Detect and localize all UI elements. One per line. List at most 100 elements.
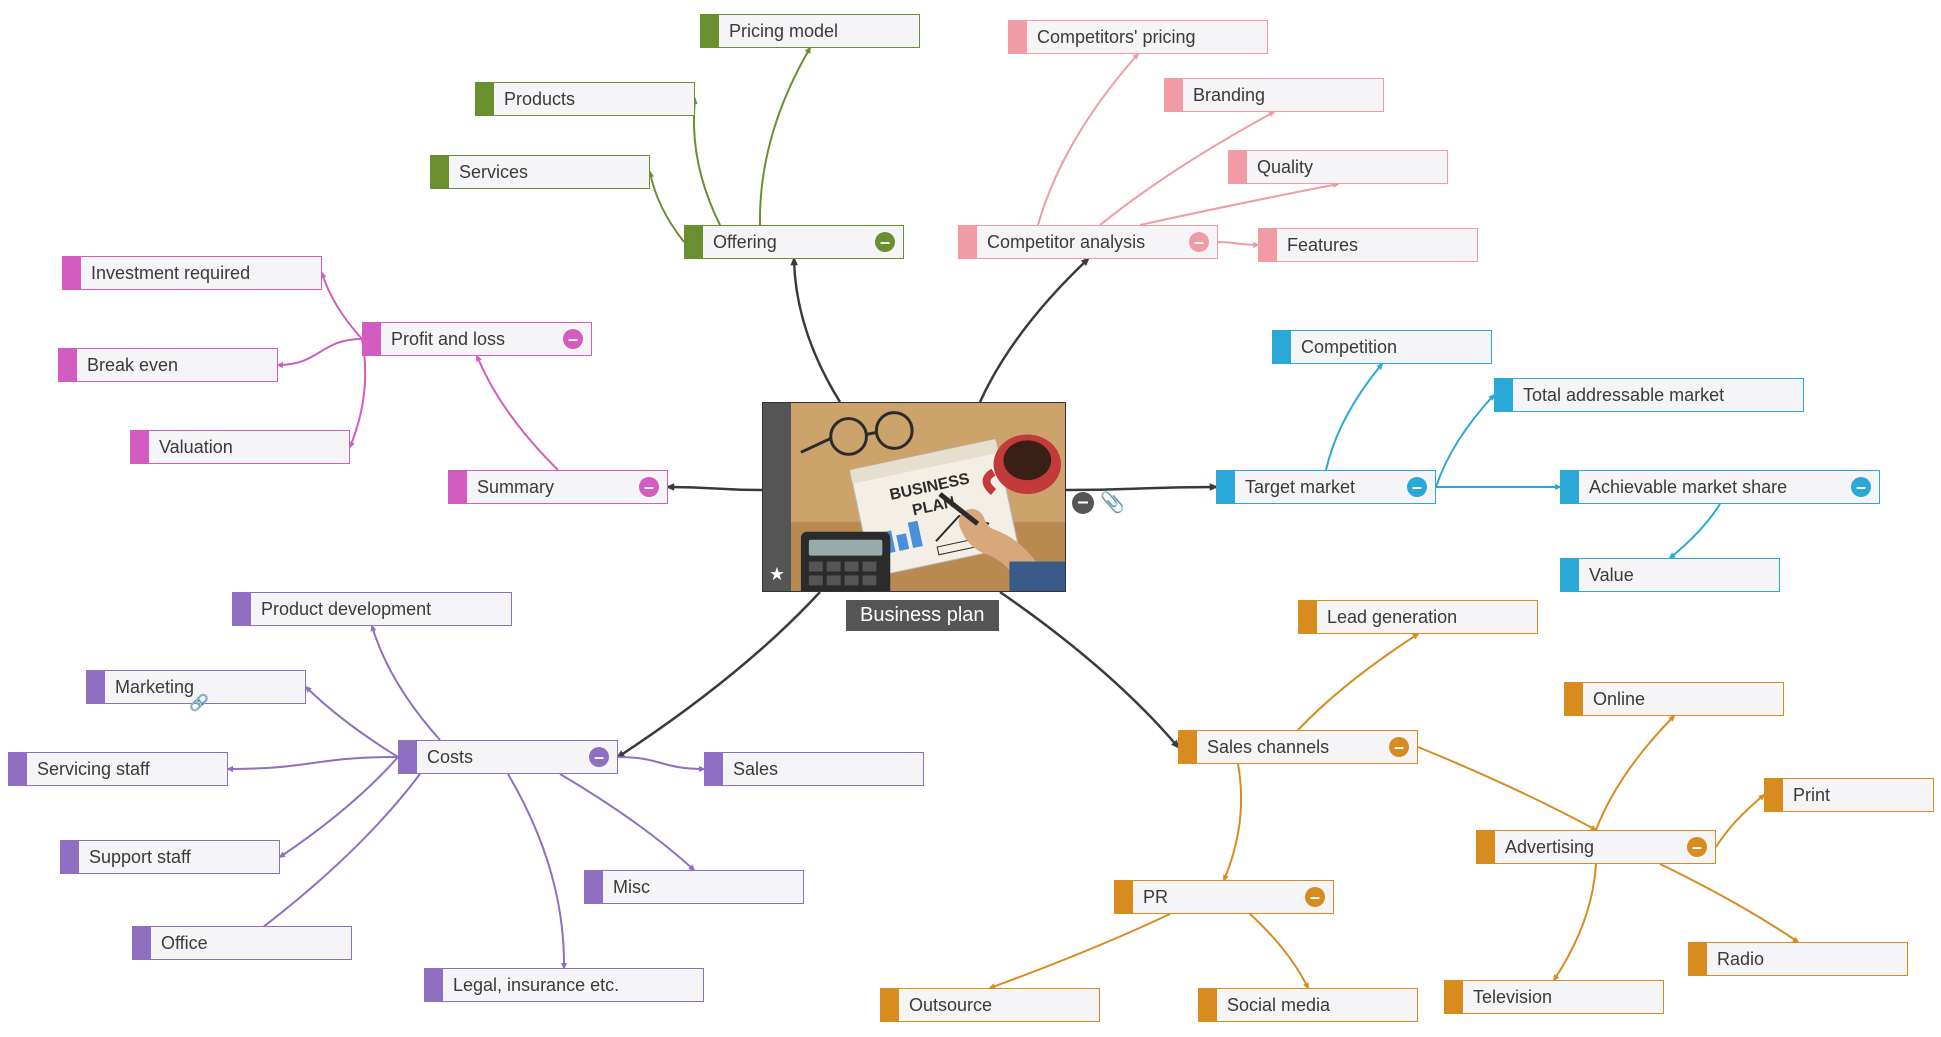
node-office[interactable]: Office — [132, 926, 352, 960]
node-label: Services — [459, 162, 649, 183]
node-break_even[interactable]: Break even — [58, 348, 278, 382]
node-label: Servicing staff — [37, 759, 227, 780]
collapse-icon[interactable]: – — [1407, 477, 1427, 497]
node-color-tab — [363, 323, 381, 355]
node-color-tab — [59, 349, 77, 381]
node-prod_dev[interactable]: Product development — [232, 592, 512, 626]
node-quality[interactable]: Quality — [1228, 150, 1448, 184]
node-legal[interactable]: Legal, insurance etc. — [424, 968, 704, 1002]
node-label: Achievable market share — [1589, 477, 1851, 498]
node-color-tab — [1689, 943, 1707, 975]
node-branding[interactable]: Branding — [1164, 78, 1384, 112]
node-products[interactable]: Products — [475, 82, 695, 116]
node-label: Pricing model — [729, 21, 919, 42]
edge-advertising-online — [1596, 716, 1674, 830]
node-color-tab — [425, 969, 443, 1001]
node-color-tab — [1259, 229, 1277, 261]
node-television[interactable]: Television — [1444, 980, 1664, 1014]
root-collapse-icon[interactable]: – — [1072, 492, 1094, 514]
collapse-icon[interactable]: – — [563, 329, 583, 349]
node-sales[interactable]: Sales channels– — [1178, 730, 1418, 764]
node-offering[interactable]: Offering– — [684, 225, 904, 259]
node-label: Lead generation — [1327, 607, 1537, 628]
node-investment[interactable]: Investment required — [62, 256, 322, 290]
node-leadgen[interactable]: Lead generation — [1298, 600, 1538, 634]
node-tam[interactable]: Total addressable market — [1494, 378, 1804, 412]
edge-costs-misc — [560, 774, 694, 870]
root-node[interactable]: ★ BUSINESS PLAN — [762, 402, 1066, 592]
node-sales_cost[interactable]: Sales — [704, 752, 924, 786]
edge-costs-sales_cost — [618, 757, 704, 769]
edge-root-summary — [668, 487, 762, 490]
node-color-tab — [1561, 559, 1579, 591]
node-pricing_model[interactable]: Pricing model — [700, 14, 920, 48]
collapse-icon[interactable]: – — [1851, 477, 1871, 497]
collapse-icon[interactable]: – — [1305, 887, 1325, 907]
node-online[interactable]: Online — [1564, 682, 1784, 716]
edge-target-competition — [1326, 364, 1382, 470]
node-profit_loss[interactable]: Profit and loss– — [362, 322, 592, 356]
collapse-icon[interactable]: – — [875, 232, 895, 252]
collapse-icon[interactable]: – — [1389, 737, 1409, 757]
edge-target-tam — [1436, 395, 1494, 487]
collapse-icon[interactable]: – — [589, 747, 609, 767]
node-socialmedia[interactable]: Social media — [1198, 988, 1418, 1022]
root-badges: – 📎 — [1072, 490, 1125, 515]
node-summary[interactable]: Summary– — [448, 470, 668, 504]
node-color-tab — [1009, 21, 1027, 53]
node-comp_pricing[interactable]: Competitors' pricing — [1008, 20, 1268, 54]
node-competitor[interactable]: Competitor analysis– — [958, 225, 1218, 259]
root-image: BUSINESS PLAN — [791, 403, 1065, 591]
node-label: Summary — [477, 477, 639, 498]
mindmap-canvas: ★ BUSINESS PLAN — [0, 0, 1941, 1037]
node-target[interactable]: Target market– — [1216, 470, 1436, 504]
node-color-tab — [63, 257, 81, 289]
node-support[interactable]: Support staff — [60, 840, 280, 874]
node-color-tab — [61, 841, 79, 873]
collapse-icon[interactable]: – — [1687, 837, 1707, 857]
node-advertising[interactable]: Advertising– — [1476, 830, 1716, 864]
node-color-tab — [131, 431, 149, 463]
node-label: Competition — [1301, 337, 1491, 358]
collapse-icon[interactable]: – — [639, 477, 659, 497]
node-marketing[interactable]: Marketing🔗 — [86, 670, 306, 704]
edge-root-competitor — [980, 259, 1088, 402]
collapse-icon[interactable]: – — [1189, 232, 1209, 252]
node-color-tab — [701, 15, 719, 47]
node-label: Office — [161, 933, 351, 954]
node-color-tab — [1229, 151, 1247, 183]
node-valuation[interactable]: Valuation — [130, 430, 350, 464]
attachment-icon: 📎 — [1100, 490, 1125, 515]
edge-profit_loss-investment — [322, 273, 362, 339]
node-services[interactable]: Services — [430, 155, 650, 189]
edge-ams-value — [1670, 504, 1720, 558]
edge-pr-socialmedia — [1250, 914, 1308, 988]
node-features[interactable]: Features — [1258, 228, 1478, 262]
node-color-tab — [9, 753, 27, 785]
node-outsource[interactable]: Outsource — [880, 988, 1100, 1022]
node-value[interactable]: Value — [1560, 558, 1780, 592]
node-color-tab — [881, 989, 899, 1021]
edge-costs-support — [280, 757, 398, 857]
node-color-tab — [1445, 981, 1463, 1013]
node-ams[interactable]: Achievable market share– — [1560, 470, 1880, 504]
node-color-tab — [705, 753, 723, 785]
edge-offering-pricing_model — [760, 48, 810, 225]
node-color-tab — [133, 927, 151, 959]
edge-summary-profit_loss — [477, 356, 558, 470]
node-radio[interactable]: Radio — [1688, 942, 1908, 976]
node-label: Valuation — [159, 437, 349, 458]
node-costs[interactable]: Costs– — [398, 740, 618, 774]
node-label: Social media — [1227, 995, 1417, 1016]
node-competition[interactable]: Competition — [1272, 330, 1492, 364]
node-color-tab — [1217, 471, 1235, 503]
node-misc[interactable]: Misc — [584, 870, 804, 904]
edge-competitor-quality — [1140, 184, 1338, 225]
node-label: Competitors' pricing — [1037, 27, 1267, 48]
node-color-tab — [233, 593, 251, 625]
node-pr[interactable]: PR– — [1114, 880, 1334, 914]
root-sidebar: ★ — [763, 403, 791, 591]
node-print[interactable]: Print — [1764, 778, 1934, 812]
node-label: Television — [1473, 987, 1663, 1008]
node-servicing[interactable]: Servicing staff — [8, 752, 228, 786]
